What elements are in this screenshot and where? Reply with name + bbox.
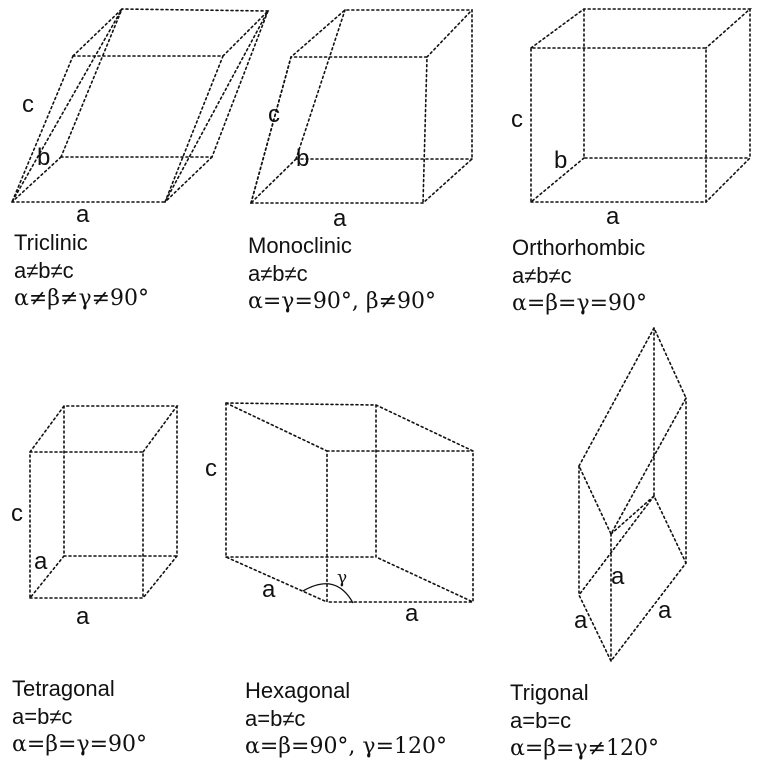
hexagonal-c-label: c [205, 455, 217, 482]
triclinic-angles: α≠β≠γ≠90° [14, 286, 150, 311]
monoclinic-angles: α=γ=90°, β≠90° [248, 289, 436, 314]
monoclinic-c-label: c [268, 101, 280, 128]
tetragonal-c-label: c [11, 500, 23, 527]
trigonal-angles: α=β=γ≠120° [510, 736, 660, 761]
monoclinic-b-label: b [296, 145, 309, 172]
hexagonal-name: Hexagonal [245, 678, 351, 703]
hexagonal-lengths: a=b≠c [245, 706, 306, 731]
monoclinic-lengths: a≠b≠c [248, 261, 308, 286]
trigonal-a-label-3: a [658, 597, 672, 624]
triclinic-lengths: a≠b≠c [14, 258, 74, 283]
tetragonal-caption: Tetragonal a=b≠c α=β=γ=90° [12, 675, 147, 759]
trigonal-a-label-2: a [574, 607, 588, 634]
trigonal-cell [578, 326, 687, 663]
hexagonal-a-label-2: a [405, 600, 419, 627]
monoclinic-caption: Monoclinic a≠b≠c α=γ=90°, β≠90° [248, 232, 436, 316]
orthorhombic-a-label: a [606, 203, 620, 230]
monoclinic-a-label: a [333, 205, 347, 232]
orthorhombic-caption: Orthorhombic a≠b≠c α=β=γ=90° [512, 234, 647, 318]
tetragonal-angles: α=β=γ=90° [12, 732, 148, 757]
triclinic-b-label: b [37, 144, 50, 171]
triclinic-a-label: a [76, 201, 90, 228]
tetragonal-a-label-2: a [76, 603, 90, 630]
triclinic-c-label: c [22, 91, 34, 118]
trigonal-a-label-1: a [611, 563, 625, 590]
hexagonal-a-label-1: a [262, 576, 276, 603]
monoclinic-name: Monoclinic [248, 233, 352, 258]
orthorhombic-lengths: a≠b≠c [512, 263, 572, 288]
triclinic-cell [10, 8, 270, 203]
orthorhombic-name: Orthorhombic [512, 235, 646, 260]
triclinic-caption: Triclinic a≠b≠c α≠β≠γ≠90° [14, 229, 149, 313]
hexagonal-angles: α=β=90°, γ=120° [245, 734, 447, 759]
trigonal-lengths: a=b=c [510, 708, 572, 733]
hexagonal-cell [225, 402, 474, 604]
orthorhombic-c-label: c [511, 106, 523, 133]
trigonal-name: Trigonal [510, 680, 589, 705]
tetragonal-a-label-1: a [34, 548, 48, 575]
orthorhombic-b-label: b [554, 147, 567, 174]
orthorhombic-angles: α=β=γ=90° [512, 291, 648, 316]
tetragonal-cell [29, 405, 179, 599]
hexagonal-gamma-label: γ [337, 568, 347, 588]
tetragonal-lengths: a=b≠c [12, 704, 73, 729]
tetragonal-name: Tetragonal [12, 676, 115, 701]
triclinic-name: Triclinic [14, 230, 88, 255]
monoclinic-cell [249, 9, 473, 204]
hexagonal-caption: Hexagonal a=b≠c α=β=90°, γ=120° [245, 677, 447, 761]
trigonal-caption: Trigonal a=b=c α=β=γ≠120° [510, 679, 659, 763]
orthorhombic-cell [530, 8, 753, 203]
